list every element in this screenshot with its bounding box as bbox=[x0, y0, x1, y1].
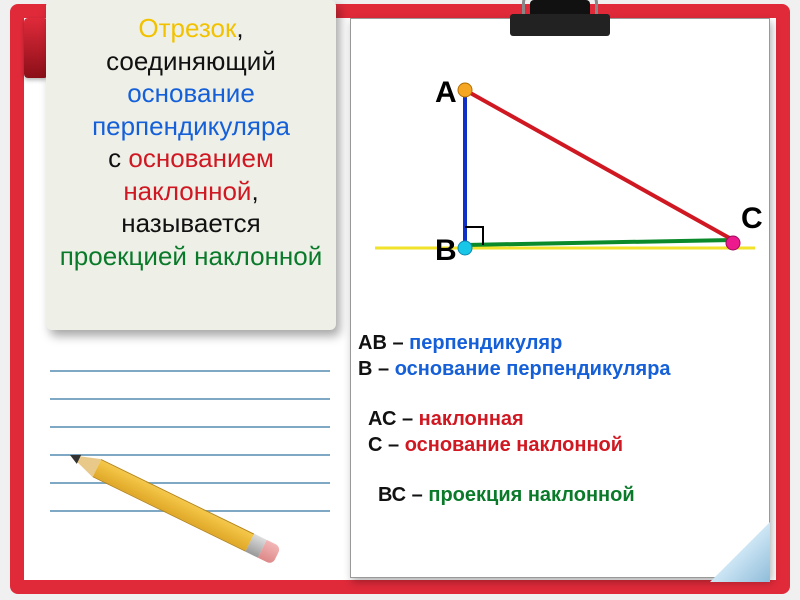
legend-row-3: АС – наклонная bbox=[368, 408, 778, 431]
svg-text:C: C bbox=[741, 202, 763, 235]
legend-row-1: АВ – перпендикуляр bbox=[358, 332, 768, 355]
legend-5a: ВС – bbox=[378, 484, 428, 506]
def-word-6: проекцией наклонной bbox=[60, 241, 323, 271]
def-word-5: называется bbox=[121, 208, 260, 238]
legend-row-4: С – основание наклонной bbox=[368, 434, 778, 457]
def-word-4a: с bbox=[108, 143, 128, 173]
def-comma-2: , bbox=[251, 176, 258, 206]
svg-text:B: B bbox=[435, 234, 457, 267]
legend-3a: АС – bbox=[368, 408, 419, 430]
def-word-2: соединяющий bbox=[106, 46, 276, 76]
legend-1b: перпендикуляр bbox=[409, 332, 562, 354]
legend-5b: проекция наклонной bbox=[428, 484, 634, 506]
def-word-3: основание перпендикуляра bbox=[92, 78, 290, 141]
legend-1a: АВ – bbox=[358, 332, 409, 354]
vertical-accent-bar bbox=[24, 18, 48, 78]
legend-2a: В – bbox=[358, 358, 395, 380]
def-word-1: Отрезок bbox=[138, 13, 236, 43]
legend-row-2: В – основание перпендикуляра bbox=[358, 358, 768, 381]
legend-2b: основание перпендикуляра bbox=[395, 358, 671, 380]
definition-panel: Отрезок, соединяющий основание перпендик… bbox=[46, 0, 336, 330]
legend-row-5: ВС – проекция наклонной bbox=[378, 484, 788, 507]
legend-4b: основание наклонной bbox=[405, 434, 623, 456]
binder-clip bbox=[510, 0, 610, 40]
legend-3b: наклонная bbox=[419, 408, 524, 430]
legend-4a: С – bbox=[368, 434, 405, 456]
def-comma-1: , bbox=[236, 13, 243, 43]
geometry-diagram: A B C bbox=[355, 60, 765, 320]
svg-text:A: A bbox=[435, 76, 457, 109]
